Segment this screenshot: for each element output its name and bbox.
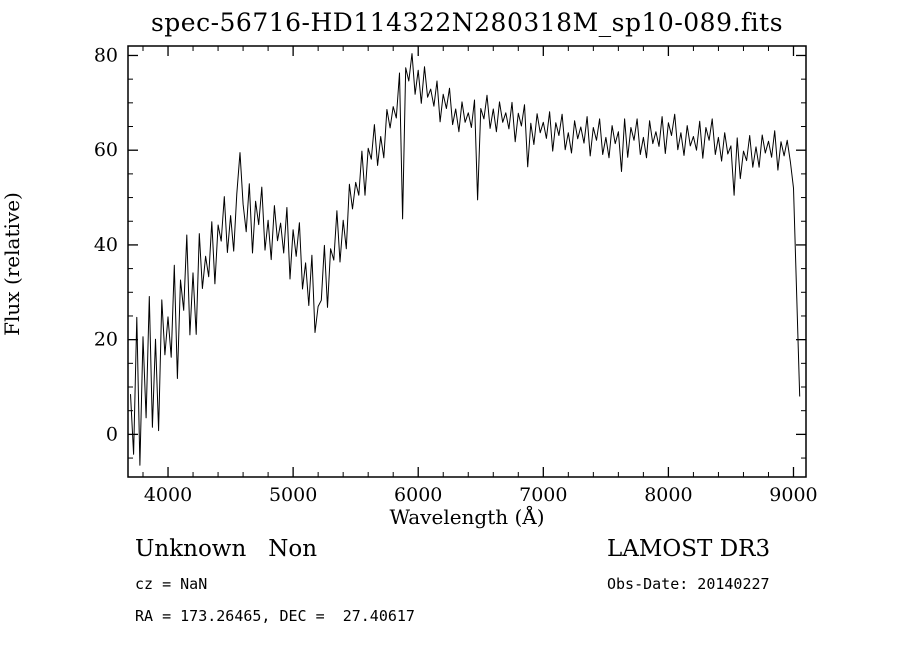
cz-value-label: cz = NaN [135,575,208,593]
y-tick-label: 20 [94,329,118,351]
y-tick-label: 60 [94,139,118,161]
y-tick-label: 80 [94,44,118,66]
ra-dec-label: RA = 173.26465, DEC = 27.40617 [135,607,415,625]
plot-frame [127,45,807,478]
obs-date-label: Obs-Date: 20140227 [607,575,770,593]
x-tick-label: 8000 [644,484,692,506]
y-tick-label: 40 [94,234,118,256]
spectrum-line [130,53,801,466]
x-tick-label: 6000 [394,484,442,506]
y-tick-label: 0 [106,423,118,445]
object-class-label: Unknown Non [135,536,318,562]
plot-title: spec-56716-HD114322N280318M_sp10-089.fit… [150,8,784,37]
x-tick-label: 4000 [144,484,192,506]
survey-label: LAMOST DR3 [607,536,771,562]
x-tick-label: 5000 [269,484,317,506]
x-tick-label: 9000 [769,484,817,506]
x-tick-label: 7000 [519,484,567,506]
x-axis-label: Wavelength (Å) [389,505,545,529]
